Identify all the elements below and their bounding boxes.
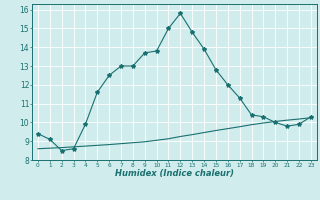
X-axis label: Humidex (Indice chaleur): Humidex (Indice chaleur)	[115, 169, 234, 178]
